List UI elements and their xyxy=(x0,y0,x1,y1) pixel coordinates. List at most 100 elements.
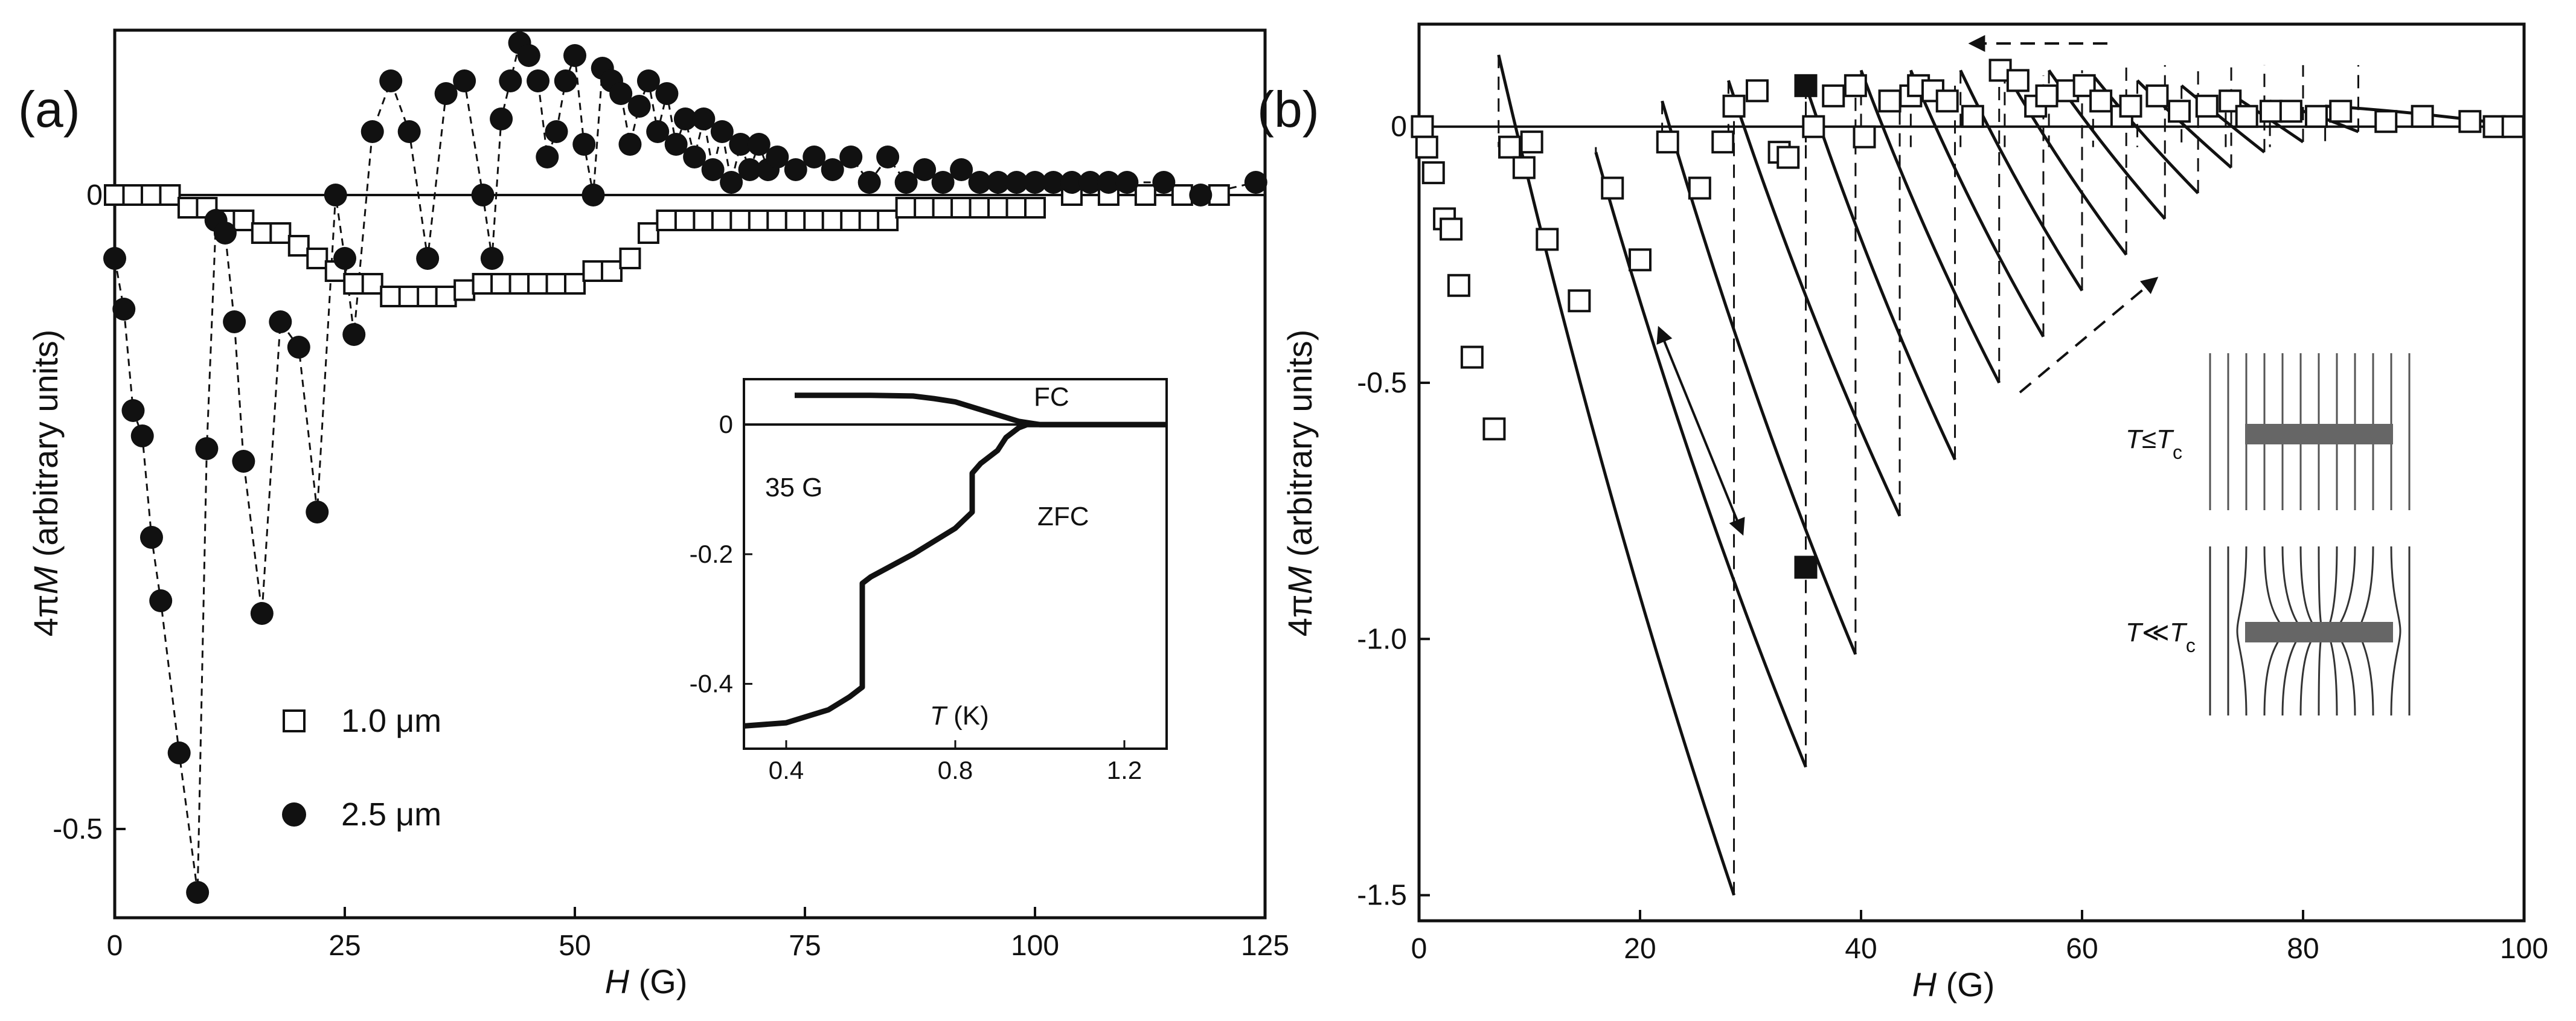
open-square-point xyxy=(729,210,752,231)
open-square-point xyxy=(1421,161,1445,185)
open-square-point xyxy=(840,210,862,231)
filled-circle-point xyxy=(536,146,559,168)
schematic-bottom-T: T xyxy=(2126,618,2144,647)
schematic-top-label: T≤Tc xyxy=(2126,424,2182,463)
panel-b-y-ticks: 0 -0.5 -1.0 -1.5 xyxy=(1357,111,1430,912)
schematic-bottom-label: T≪Tc xyxy=(2126,618,2196,656)
panel-b-x-ticks: 0 20 40 60 80 100 xyxy=(1411,910,2548,965)
panel-b-label: (b) xyxy=(1257,81,1319,138)
filled-circle-point xyxy=(545,120,568,143)
filled-circle-point xyxy=(517,44,540,67)
open-square-point xyxy=(932,197,954,219)
schematic-top-rel: ≤ xyxy=(2142,424,2156,454)
filled-circle-point xyxy=(103,247,126,270)
branch-curve xyxy=(1959,69,2084,292)
inset-x-tick-label: 0.8 xyxy=(938,756,973,784)
panel-b-x-label-var: H xyxy=(1912,965,1937,1003)
open-square-point xyxy=(2482,115,2506,138)
open-square-point xyxy=(1024,197,1046,219)
filled-circle-point xyxy=(1152,171,1176,194)
open-square-point xyxy=(1208,184,1230,206)
schematic-top-bar xyxy=(2245,424,2393,444)
open-square-point xyxy=(2089,89,2113,113)
open-square-point xyxy=(582,260,604,282)
filled-circle-point xyxy=(342,323,366,346)
filled-circle-point xyxy=(149,589,173,612)
panel-a-label: (a) xyxy=(18,81,80,138)
x-tick-label: 20 xyxy=(1624,933,1656,965)
open-square-point xyxy=(1722,94,1746,118)
open-square-point xyxy=(619,248,641,269)
open-square-point xyxy=(914,197,936,219)
filled-circle-point xyxy=(618,133,642,156)
panel-a-x-label-unit: (G) xyxy=(629,962,687,1000)
open-square-point xyxy=(656,210,678,231)
filled-circle-point xyxy=(729,133,752,156)
filled-circle-point xyxy=(250,602,274,625)
open-square-point xyxy=(527,273,549,295)
filled-circle-point xyxy=(130,424,154,447)
filled-circle-point xyxy=(360,120,384,143)
legend-filled-circle-marker xyxy=(282,802,306,827)
schematic-top-sub: c xyxy=(2173,441,2182,463)
filled-circle-point xyxy=(139,526,163,549)
filled-circle-point xyxy=(213,222,237,245)
open-square-point xyxy=(490,273,513,295)
filled-circle-point xyxy=(609,82,633,105)
open-square-point xyxy=(784,210,807,231)
panel-a-y-label-unit: (arbitrary units) xyxy=(27,330,65,566)
filled-circle-point xyxy=(490,107,513,130)
open-square-point xyxy=(1853,125,1876,149)
inset-frame xyxy=(743,378,1168,750)
open-square-point xyxy=(1802,115,1825,138)
filled-circle-point xyxy=(950,158,973,181)
filled-circle-point xyxy=(1078,171,1102,194)
open-square-point xyxy=(177,197,199,219)
panel-b-y-label-var: M xyxy=(1281,566,1319,594)
filled-circle-point xyxy=(692,107,716,130)
open-square-point xyxy=(2035,84,2059,107)
filled-circle-point xyxy=(968,171,992,194)
open-square-point xyxy=(398,286,420,307)
open-square-point xyxy=(380,286,402,307)
panel-a-inset: 0.4 0.8 1.2 0 -0.2 -0.4 FC ZFC 35 G T (K) xyxy=(690,378,1168,784)
open-square-point xyxy=(1822,84,1845,107)
open-square-point xyxy=(1601,176,1624,200)
panel-a-x-ticks: 0 25 50 75 100 125 xyxy=(107,907,1289,962)
open-square-point xyxy=(564,273,586,295)
branch-curve xyxy=(1594,152,1807,768)
open-square-point xyxy=(2329,100,2353,123)
open-square-point xyxy=(600,260,623,282)
legend-label-1um: 1.0 μm xyxy=(341,703,441,739)
open-square-point xyxy=(1520,130,1543,154)
filled-circle-point xyxy=(636,69,660,92)
inset-annotation-fc: FC xyxy=(1034,382,1069,412)
open-square-point xyxy=(1482,417,1506,441)
open-square-point xyxy=(1961,104,1984,128)
open-square-point xyxy=(343,273,365,295)
panel-b-branches xyxy=(1497,54,2525,896)
x-tick-label: 0 xyxy=(1411,933,1427,965)
filled-circle-point xyxy=(434,82,458,105)
open-square-point xyxy=(1777,146,1800,169)
filled-circle-point xyxy=(223,310,246,333)
filled-circle-point xyxy=(563,44,586,67)
filled-circle-point xyxy=(324,184,347,206)
open-square-point xyxy=(2501,115,2525,138)
panel-a-y-label-var: M xyxy=(27,566,65,594)
inset-x-label-var: T xyxy=(930,701,948,731)
filled-circle-point xyxy=(627,95,651,118)
legend-label-25um: 2.5 μm xyxy=(341,796,441,833)
panel-a-y-label-prefix: 4π xyxy=(27,594,65,636)
filled-circle-point xyxy=(913,158,937,181)
open-square-point xyxy=(1935,89,1959,113)
open-square-point xyxy=(545,273,568,295)
open-square-point xyxy=(711,210,733,231)
filled-circle-point xyxy=(1005,171,1028,194)
panel-b-y-axis-label: 4πM (arbitrary units) xyxy=(1281,330,1319,637)
filled-circle-point xyxy=(582,184,605,206)
open-square-point xyxy=(251,222,273,244)
panel-a: (a) 0 25 50 75 100 125 0 -0.5 H (G) 4πM (arbit… xyxy=(18,28,1289,1000)
inset-curves xyxy=(743,392,1167,729)
x-tick-label: 50 xyxy=(559,930,591,962)
